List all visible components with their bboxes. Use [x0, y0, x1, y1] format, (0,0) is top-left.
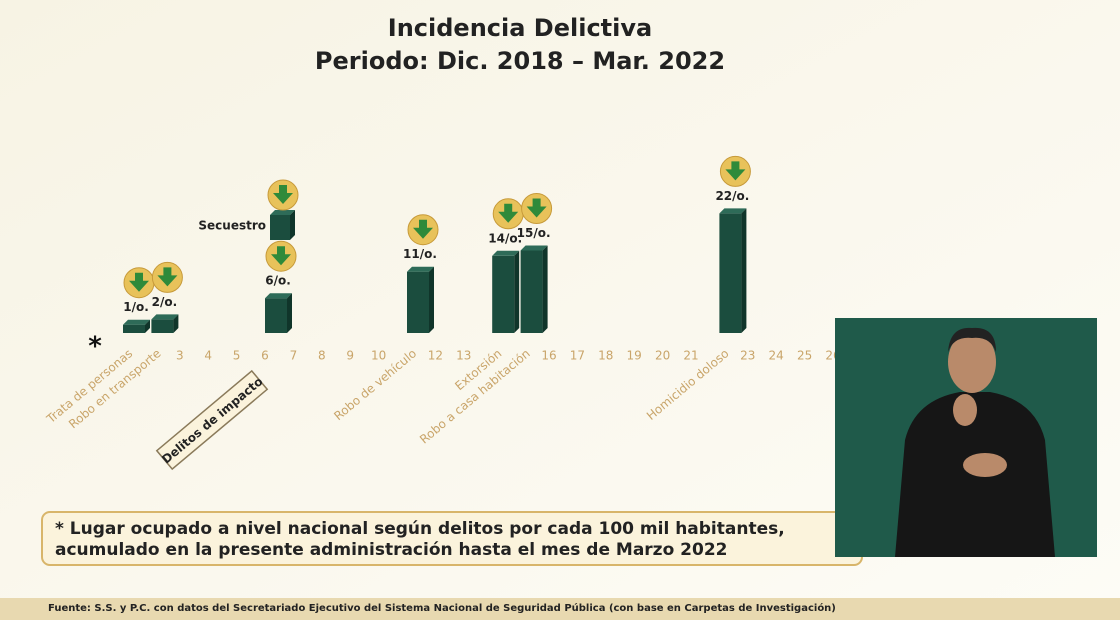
arrow-glyph	[725, 161, 746, 181]
bar-side	[741, 208, 747, 333]
x-tick-label: 3	[176, 349, 184, 363]
footnote-line: * Lugar ocupado a nivel nacional según d…	[55, 519, 785, 539]
value-label: 14/o.	[488, 231, 522, 245]
bar	[407, 271, 429, 333]
chart-subtitle: Periodo: Dic. 2018 – Mar. 2022	[315, 47, 725, 75]
source-bar	[0, 598, 1120, 620]
group-box	[155, 369, 269, 471]
bar-top	[265, 293, 292, 299]
x-tick-label: 19	[627, 349, 642, 363]
bar-side	[542, 245, 548, 333]
bar-side	[290, 210, 295, 240]
x-tick-label: 16	[541, 349, 556, 363]
bar	[151, 319, 174, 333]
bar	[520, 250, 543, 333]
arrow-glyph	[413, 219, 433, 239]
value-label: 22/o.	[715, 189, 749, 203]
x-tick-label: 6	[261, 349, 269, 363]
bar	[492, 255, 515, 333]
bar-side	[145, 319, 150, 333]
bar-top	[520, 245, 548, 251]
value-label: 2/o.	[152, 295, 178, 309]
arrow-glyph	[273, 185, 293, 204]
value-label: 11/o.	[403, 247, 437, 261]
source: Fuente: S.S. y P.C. con datos del Secret…	[48, 602, 836, 614]
x-tick-label: 5	[233, 349, 241, 363]
annotation: Secuestro	[198, 219, 266, 233]
marker: *	[88, 332, 102, 362]
bar	[719, 213, 742, 333]
bar-side	[429, 266, 434, 333]
arrow-glyph	[271, 246, 291, 266]
x-tick-label: 20	[655, 349, 670, 363]
x-tick-label: 23	[740, 349, 755, 363]
x-tick-label: 25	[797, 349, 812, 363]
bar-top	[123, 319, 150, 325]
bar	[123, 324, 145, 333]
arrow-glyph	[157, 267, 178, 287]
x-tick-label: 4	[204, 349, 212, 363]
x-tick-label: 21	[683, 349, 698, 363]
bar-side	[287, 293, 292, 333]
value-label: 1/o.	[123, 300, 149, 314]
arrow-glyph	[498, 203, 519, 223]
bar-side	[173, 314, 179, 333]
bar-top	[407, 266, 434, 272]
x-tick-label: 18	[598, 349, 613, 363]
x-tick-label: 9	[346, 349, 354, 363]
value-label: 6/o.	[265, 274, 291, 288]
arrow-glyph	[129, 272, 149, 292]
person-head	[948, 331, 996, 393]
person-hair	[948, 327, 996, 352]
person-hand	[963, 453, 1007, 477]
bar-top	[151, 314, 179, 320]
x-tick-label: 17	[570, 349, 585, 363]
chart-title: Incidencia Delictiva	[388, 14, 652, 42]
bar-side	[514, 250, 520, 333]
bar-top	[719, 208, 747, 214]
bar-top	[270, 210, 295, 215]
person-hand	[953, 394, 977, 426]
arrow-glyph	[526, 198, 547, 218]
cube	[270, 215, 290, 240]
footnote-line: acumulado en la presente administración …	[55, 540, 728, 560]
x-tick-label: 24	[769, 349, 784, 363]
x-tick-label: 8	[318, 349, 326, 363]
bar	[265, 298, 287, 333]
interpreter-video	[835, 318, 1097, 557]
x-tick-label: 10	[371, 349, 386, 363]
x-tick-label: 12	[428, 349, 443, 363]
value-label: 15/o.	[517, 226, 551, 240]
x-tick-label: 13	[456, 349, 471, 363]
bar-top	[492, 250, 520, 256]
x-tick-label: 7	[290, 349, 298, 363]
